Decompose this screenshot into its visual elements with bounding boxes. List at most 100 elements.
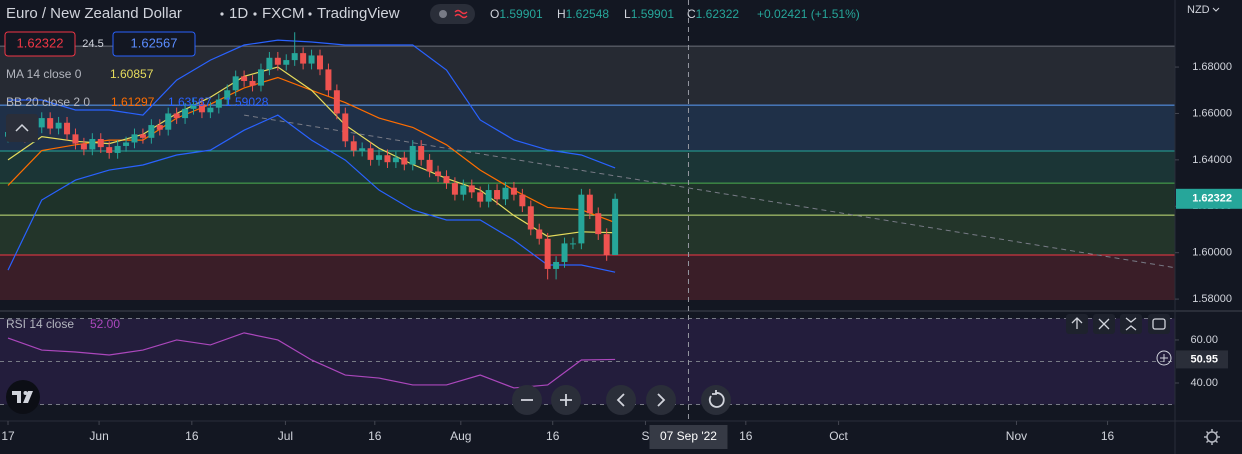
candle-body	[578, 194, 585, 244]
candle-body	[190, 104, 197, 109]
candle-body	[139, 134, 146, 138]
rsi-tick-label: 60.00	[1190, 334, 1218, 346]
crosshair-box	[649, 425, 728, 449]
buy-price[interactable]: 1.62567	[131, 35, 178, 50]
candle-body	[249, 80, 256, 86]
candle-body	[401, 157, 408, 165]
sell-price[interactable]: 1.62322	[17, 35, 64, 50]
candle-body	[72, 134, 79, 144]
candle-body	[198, 104, 205, 113]
scroll-right-button[interactable]	[646, 385, 676, 415]
icon	[560, 394, 572, 406]
candle-body	[426, 159, 433, 172]
level-band	[0, 46, 1175, 106]
bb-label[interactable]: BB 20 close 2 0	[6, 95, 90, 109]
icon	[657, 393, 666, 407]
ohlc-item: L1.59901	[624, 7, 674, 21]
rsi-pane	[0, 317, 1175, 406]
tradingview-logo[interactable]	[6, 380, 40, 414]
collapse-pane-button[interactable]	[1120, 314, 1142, 334]
ohlc-legend: O 1.59901 H1.62548 L1.59901 C1.62322	[490, 7, 739, 21]
maximize-button[interactable]	[1148, 314, 1170, 334]
icon	[1125, 317, 1137, 331]
candle-body	[106, 147, 113, 153]
candle-body	[612, 198, 619, 255]
currency[interactable]: NZD	[1187, 4, 1210, 16]
candle-body	[603, 234, 610, 256]
candle-body	[502, 187, 509, 200]
candle-body	[156, 125, 163, 130]
candle-body	[367, 148, 374, 160]
reset-button[interactable]	[701, 385, 731, 415]
interval[interactable]: 1D	[229, 5, 248, 22]
candle-body	[148, 125, 155, 138]
logo-dot	[23, 391, 28, 395]
x-tick-label: 16	[368, 429, 382, 443]
sell-box[interactable]	[4, 31, 76, 57]
add-icon	[1160, 354, 1168, 362]
x-tick-label: Aug	[450, 429, 471, 443]
candle-body	[89, 138, 96, 150]
icon	[616, 393, 625, 407]
y-tick-label: 1.58000	[1192, 293, 1232, 305]
scroll-left-button[interactable]	[606, 385, 636, 415]
candle-body	[325, 69, 332, 91]
candle-body	[55, 122, 62, 129]
x-tick-label: 16	[739, 429, 753, 443]
level-band	[0, 255, 1175, 301]
y-tick-label: 1.66000	[1192, 107, 1232, 119]
candle-body	[266, 57, 273, 70]
candle-body	[257, 69, 264, 86]
buy-box[interactable]	[112, 31, 196, 57]
candle-body	[274, 57, 281, 65]
candle-body	[350, 141, 357, 151]
candle-body	[527, 206, 534, 230]
logo-mark	[12, 391, 33, 403]
last-price-box	[1176, 188, 1242, 209]
level-band	[0, 151, 1175, 184]
x-tick-label: Jul	[278, 429, 293, 443]
x-tick-label: Jun	[89, 429, 108, 443]
candle-body	[468, 185, 475, 193]
x-tick-label: 16	[546, 429, 560, 443]
collapse-button[interactable]	[6, 114, 38, 142]
rsi-label[interactable]: RSI 14 close	[6, 317, 74, 331]
candle-body	[485, 190, 492, 202]
axes: 1.580001.600001.620001.640001.660001.680…	[1, 61, 1242, 449]
candle-body	[283, 60, 290, 65]
ma-label[interactable]: MA 14 close 0	[6, 67, 82, 81]
candle-body	[333, 90, 340, 114]
candle-body	[291, 53, 298, 61]
last-price-label: 1.62322	[1192, 193, 1232, 205]
rsi-line	[7, 332, 616, 389]
settings-icon[interactable]	[1204, 429, 1220, 445]
candle-body	[131, 134, 138, 143]
candle-body	[376, 155, 383, 160]
ohlc-key: O	[490, 7, 499, 21]
add-button[interactable]	[1156, 350, 1172, 366]
spread: 24.5	[82, 38, 103, 50]
gear-teeth	[1204, 429, 1220, 445]
ma-value: 1.60857	[110, 67, 154, 81]
x-tick-label: 17	[1, 429, 15, 443]
zoom-controls	[512, 385, 731, 415]
symbol[interactable]: Euro / New Zealand Dollar	[6, 5, 182, 22]
y-tick-label: 1.60000	[1192, 247, 1232, 259]
rsi-last-box	[1176, 350, 1228, 369]
candle-body	[451, 183, 458, 195]
ohlc-item: C1.62322	[687, 7, 739, 21]
icon	[1152, 318, 1166, 330]
rsi-value: 52.00	[90, 317, 120, 331]
candle-body	[553, 261, 560, 269]
candle-body	[224, 90, 231, 100]
candle-body	[165, 113, 172, 130]
status-pill[interactable]	[430, 4, 475, 24]
source: FXCM	[262, 5, 305, 22]
ohlc-value: 1.62322	[696, 7, 740, 21]
price-pane	[0, 32, 1175, 301]
candle-body	[241, 76, 248, 81]
ohlc-value: 1.59901	[631, 7, 675, 21]
ohlc-item: H1.62548	[557, 7, 609, 21]
